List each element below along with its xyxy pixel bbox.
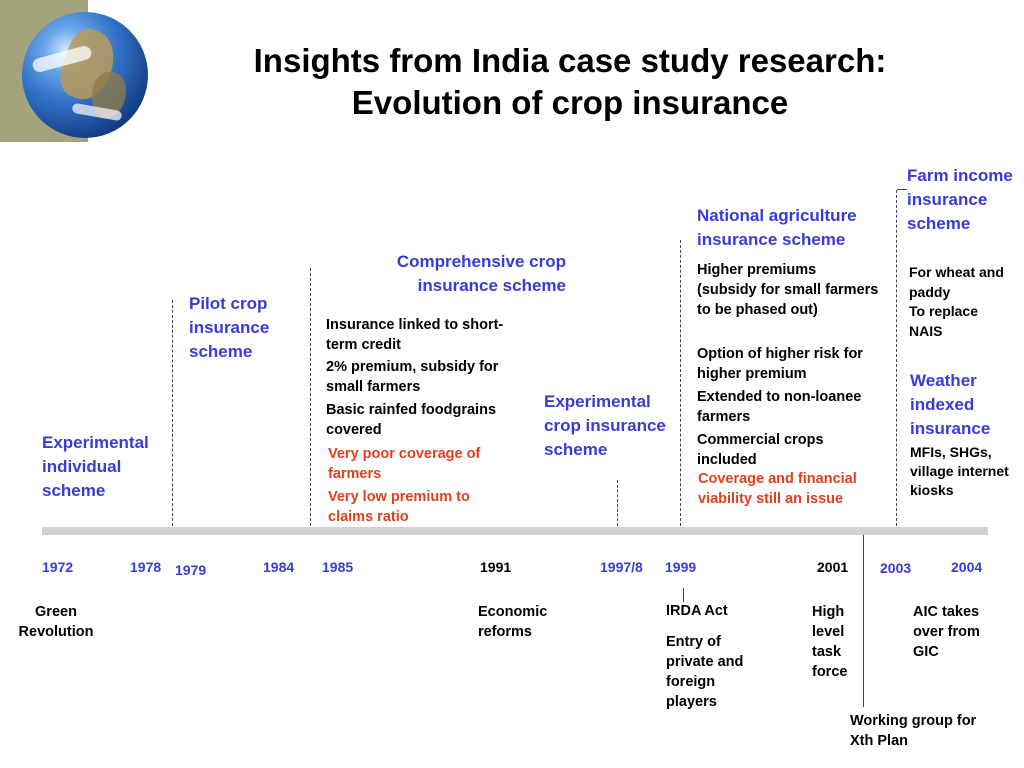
event-economic-reforms: Economic reforms <box>478 604 548 640</box>
year-1984: 1984 <box>263 559 295 575</box>
weather-indexed-detail: MFIs, SHGs, village internet kiosks <box>910 444 1009 498</box>
farm-income-detail-1: For wheat and paddy <box>909 264 1004 300</box>
page-title: Insights from India case study research:… <box>160 40 980 124</box>
comprehensive-title-line-1: Comprehensive crop <box>396 252 566 271</box>
experimental-individual-scheme: Experimental individual scheme <box>42 433 149 500</box>
event-green-revolution: Green Revolution <box>18 604 94 640</box>
year-2003: 2003 <box>880 560 912 576</box>
national-agriculture-insurance-scheme: National agriculture insurance scheme <box>697 206 857 249</box>
event-irda-act: IRDA Act <box>666 603 728 619</box>
farm-income-bracket <box>897 189 907 190</box>
farm-income-insurance-scheme: Farm income insurance scheme <box>907 166 1013 233</box>
marker-line-1999 <box>680 240 681 526</box>
marker-line-1978 <box>172 300 173 526</box>
year-2001: 2001 <box>817 559 849 575</box>
comprehensive-feature-1: Insurance linked to short-term credit <box>326 317 504 353</box>
comprehensive-feature-2: 2% premium, subsidy for small farmers <box>326 359 499 395</box>
globe-icon <box>22 12 148 138</box>
year-1985: 1985 <box>322 559 354 575</box>
timeline-bar <box>42 527 988 535</box>
nais-feature-4: Commercial crops included <box>697 432 824 468</box>
nais-feature-3: Extended to non-loanee farmers <box>697 389 862 425</box>
comprehensive-title-line-2: insurance scheme <box>417 276 566 295</box>
title-line-1: Insights from India case study research: <box>253 42 887 79</box>
year-1979: 1979 <box>175 562 207 578</box>
year-2004: 2004 <box>951 559 983 575</box>
nais-feature-1: Higher premiums (subsidy for small farme… <box>697 262 879 318</box>
year-1997-8: 1997/8 <box>600 559 643 575</box>
event-aic-takes-over: AIC takes over from GIC <box>913 604 980 660</box>
marker-line-2001 <box>863 535 864 707</box>
title-line-2: Evolution of crop insurance <box>351 84 789 121</box>
year-1999: 1999 <box>665 559 697 575</box>
year-1972: 1972 <box>42 559 74 575</box>
comprehensive-crop-insurance-scheme: Comprehensive crop insurance scheme <box>330 250 566 298</box>
pilot-crop-insurance-scheme: Pilot crop insurance scheme <box>189 294 270 361</box>
comprehensive-issue-2: Very low premium to claims ratio <box>328 489 470 525</box>
year-1991: 1991 <box>480 559 512 575</box>
marker-line-1997 <box>617 480 618 526</box>
year-1978: 1978 <box>130 559 162 575</box>
event-working-group: Working group for Xth Plan <box>850 713 977 749</box>
nais-feature-2: Option of higher risk for higher premium <box>697 346 863 382</box>
marker-line-2003 <box>896 190 897 526</box>
event-private-entry: Entry of private and foreign players <box>666 634 744 710</box>
comprehensive-issue-1: Very poor coverage of farmers <box>328 446 481 482</box>
marker-line-1985 <box>310 268 311 526</box>
farm-income-detail-2: To replace NAIS <box>909 303 978 339</box>
comprehensive-feature-3: Basic rainfed foodgrains covered <box>326 402 497 438</box>
experimental-crop-insurance-scheme: Experimental crop insurance scheme <box>544 392 666 459</box>
nais-issue: Coverage and financial viability still a… <box>698 471 857 507</box>
irda-connector <box>683 588 684 602</box>
weather-indexed-insurance: Weather indexed insurance <box>910 371 991 438</box>
event-high-level-task-force: High level task force <box>812 604 848 680</box>
